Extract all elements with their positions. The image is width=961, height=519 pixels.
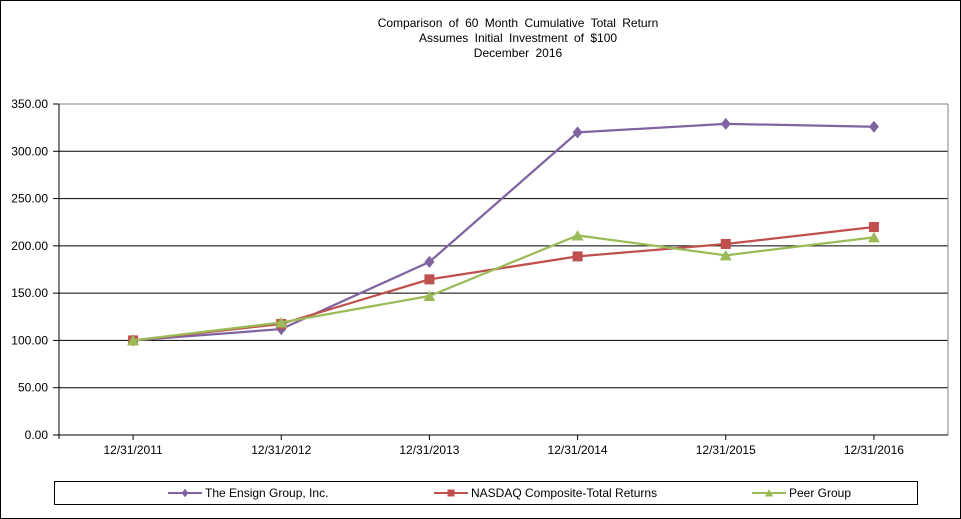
chart-title-line-1: Comparison of 60 Month Cumulative Total … xyxy=(377,16,659,30)
svg-text:50.00: 50.00 xyxy=(18,381,48,395)
svg-text:12/31/2013: 12/31/2013 xyxy=(399,443,459,457)
legend-item-ensign-group: The Ensign Group, Inc. xyxy=(168,486,328,500)
svg-text:300.00: 300.00 xyxy=(11,144,48,158)
svg-text:12/31/2012: 12/31/2012 xyxy=(251,443,311,457)
ensign-group-diamond-marker-icon xyxy=(168,488,202,498)
peer-group-triangle-marker-icon xyxy=(752,489,786,497)
chart-title: Comparison of 60 Month Cumulative Total … xyxy=(58,16,960,61)
chart-legend: The Ensign Group, Inc. NASDAQ Composite-… xyxy=(54,481,918,505)
legend-label-ensign-group: The Ensign Group, Inc. xyxy=(205,486,329,500)
svg-text:0.00: 0.00 xyxy=(25,428,49,442)
svg-text:12/31/2014: 12/31/2014 xyxy=(548,443,608,457)
svg-text:250.00: 250.00 xyxy=(11,192,48,206)
nasdaq-square-marker-icon xyxy=(434,489,468,497)
chart-title-line-2: Assumes Initial Investment of $100 xyxy=(418,31,618,45)
svg-text:100.00: 100.00 xyxy=(11,333,48,347)
chart-title-line-3: December 2016 xyxy=(473,46,563,60)
legend-label-peer-group: Peer Group xyxy=(789,486,852,500)
legend-item-peer-group: Peer Group xyxy=(752,486,851,500)
svg-text:150.00: 150.00 xyxy=(11,286,48,300)
svg-text:350.00: 350.00 xyxy=(11,97,48,111)
legend-item-nasdaq-composite: NASDAQ Composite-Total Returns xyxy=(434,486,657,500)
svg-text:12/31/2011: 12/31/2011 xyxy=(103,443,162,457)
svg-text:200.00: 200.00 xyxy=(11,239,48,253)
svg-text:12/31/2015: 12/31/2015 xyxy=(696,443,756,457)
svg-text:12/31/2016: 12/31/2016 xyxy=(844,443,904,457)
legend-label-nasdaq-composite: NASDAQ Composite-Total Returns xyxy=(471,486,658,500)
